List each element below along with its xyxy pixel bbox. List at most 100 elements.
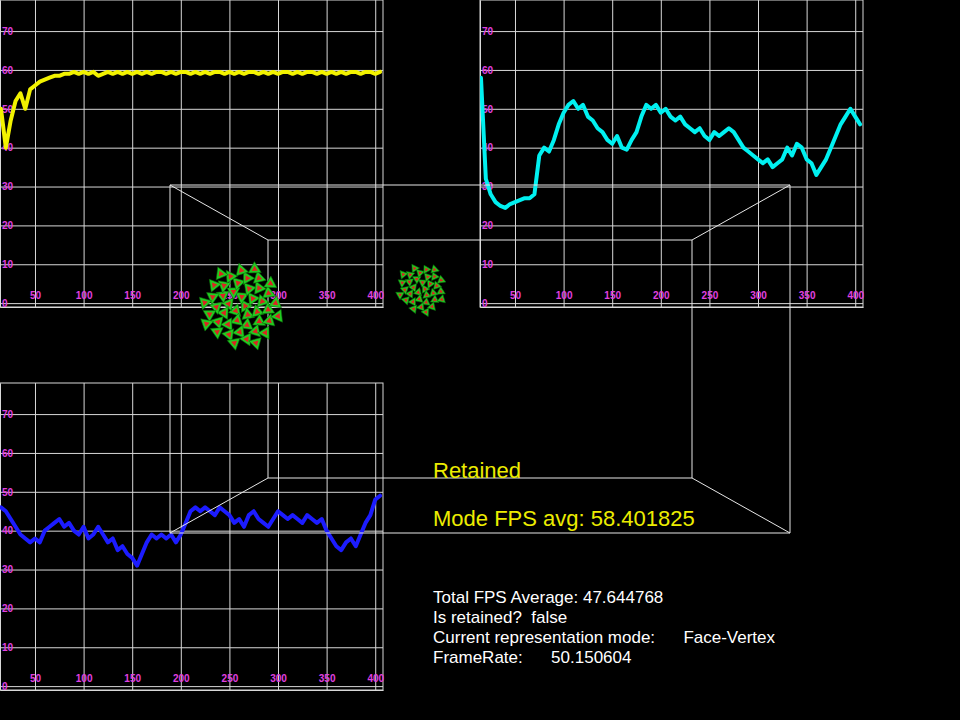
x-grid-line [327, 383, 328, 690]
plot-frame [480, 0, 863, 307]
particle-core [417, 297, 421, 301]
y-tick-label: 10 [482, 259, 494, 270]
x-tick: 250 [222, 0, 239, 307]
particle [258, 326, 269, 339]
particle [269, 296, 282, 308]
particle-core [202, 300, 208, 306]
particle-core [413, 267, 417, 271]
particle-core [252, 266, 258, 271]
particle-core [220, 294, 226, 299]
particle-core [440, 297, 444, 301]
x-axis: 50100150200250300350400 [1, 0, 385, 308]
y-axis-line [480, 1, 481, 308]
particle-core [251, 296, 256, 302]
particle-core [266, 290, 272, 295]
x-grid-line [229, 383, 230, 690]
particle-core [225, 301, 231, 307]
particle-core [398, 294, 402, 297]
x-tick-label: 150 [604, 290, 621, 301]
particle [239, 333, 251, 346]
particle-core [268, 280, 274, 285]
particle-core [231, 290, 237, 295]
box-edge [170, 185, 171, 533]
x-tick-label: 100 [76, 673, 93, 684]
y-grid-line [0, 70, 383, 71]
x-tick-label: 200 [173, 673, 190, 684]
particle-core [265, 306, 271, 311]
x-tick: 50 [30, 0, 42, 307]
x-tick-label: 300 [750, 290, 767, 301]
particle [264, 276, 277, 288]
x-axis-line [1, 307, 384, 308]
x-tick-label: 50 [30, 290, 42, 301]
x-axis-line [1, 690, 384, 691]
particle-core [408, 273, 412, 277]
box-edge [170, 185, 790, 186]
stats-panel: RetainedMode FPS avg: 58.401825Total FPS… [433, 458, 776, 667]
x-tick-label: 150 [124, 290, 141, 301]
particle [243, 272, 254, 285]
particle-core [408, 292, 412, 296]
particle-core [407, 280, 411, 284]
particle-core [430, 305, 434, 309]
particle-core [415, 278, 419, 281]
fps-chart: 01020304050607050100150200250300350400 [480, 0, 865, 309]
particle-core [239, 295, 245, 300]
y-grid-line [0, 264, 383, 265]
x-tick: 50 [30, 383, 42, 690]
x-grid-line [807, 0, 808, 307]
y-grid-line [480, 264, 863, 265]
particle [400, 271, 408, 280]
particle-core [424, 310, 428, 314]
plot-area [1, 72, 380, 148]
x-tick: 400 [367, 0, 384, 307]
particle-core [403, 288, 407, 292]
x-tick: 150 [124, 383, 141, 690]
particle [227, 338, 240, 350]
particle-core [411, 307, 415, 311]
y-tick: 50 [480, 104, 863, 115]
fps-chart: 01020304050607050100150200250300350400 [0, 383, 385, 692]
particle-core [215, 320, 221, 326]
particle [227, 288, 240, 299]
particle-core [245, 311, 251, 317]
particle [236, 263, 248, 276]
x-grid-line [564, 0, 565, 307]
x-tick: 350 [799, 0, 816, 307]
x-tick-label: 250 [702, 290, 719, 301]
particle [431, 265, 440, 273]
x-grid-line [327, 0, 328, 307]
x-tick-label: 200 [653, 290, 670, 301]
y-tick: 70 [0, 26, 383, 37]
y-tick-label: 30 [2, 564, 14, 575]
plot-area [1, 496, 380, 566]
particle-core [418, 271, 422, 275]
particle-core [419, 305, 423, 309]
x-tick: 300 [270, 383, 287, 690]
x-grid-line [132, 0, 133, 307]
y-axis: 010203040506070 [0, 384, 383, 692]
particle [424, 265, 432, 274]
screen: 0102030405060705010015020025030035040001… [0, 0, 960, 720]
y-grid-line [0, 225, 383, 226]
particle-core [219, 271, 224, 277]
y-tick: 30 [0, 564, 383, 575]
plot-frame [0, 383, 383, 690]
particle [211, 317, 223, 330]
y-tick-label: 60 [2, 65, 14, 76]
x-tick: 100 [76, 0, 93, 307]
particle [437, 295, 445, 303]
y-tick-label: 70 [2, 26, 14, 37]
particle-core [253, 341, 259, 347]
fps-line [481, 78, 860, 208]
particle [398, 280, 407, 288]
box-edge [692, 478, 790, 533]
fps-line [1, 496, 380, 566]
x-axis-line [481, 307, 864, 308]
y-tick: 60 [0, 448, 383, 459]
particle-core [433, 298, 437, 302]
x-tick: 100 [556, 0, 573, 307]
fps-line [1, 72, 380, 148]
particle-core [213, 305, 219, 311]
y-tick-label: 10 [2, 642, 14, 653]
